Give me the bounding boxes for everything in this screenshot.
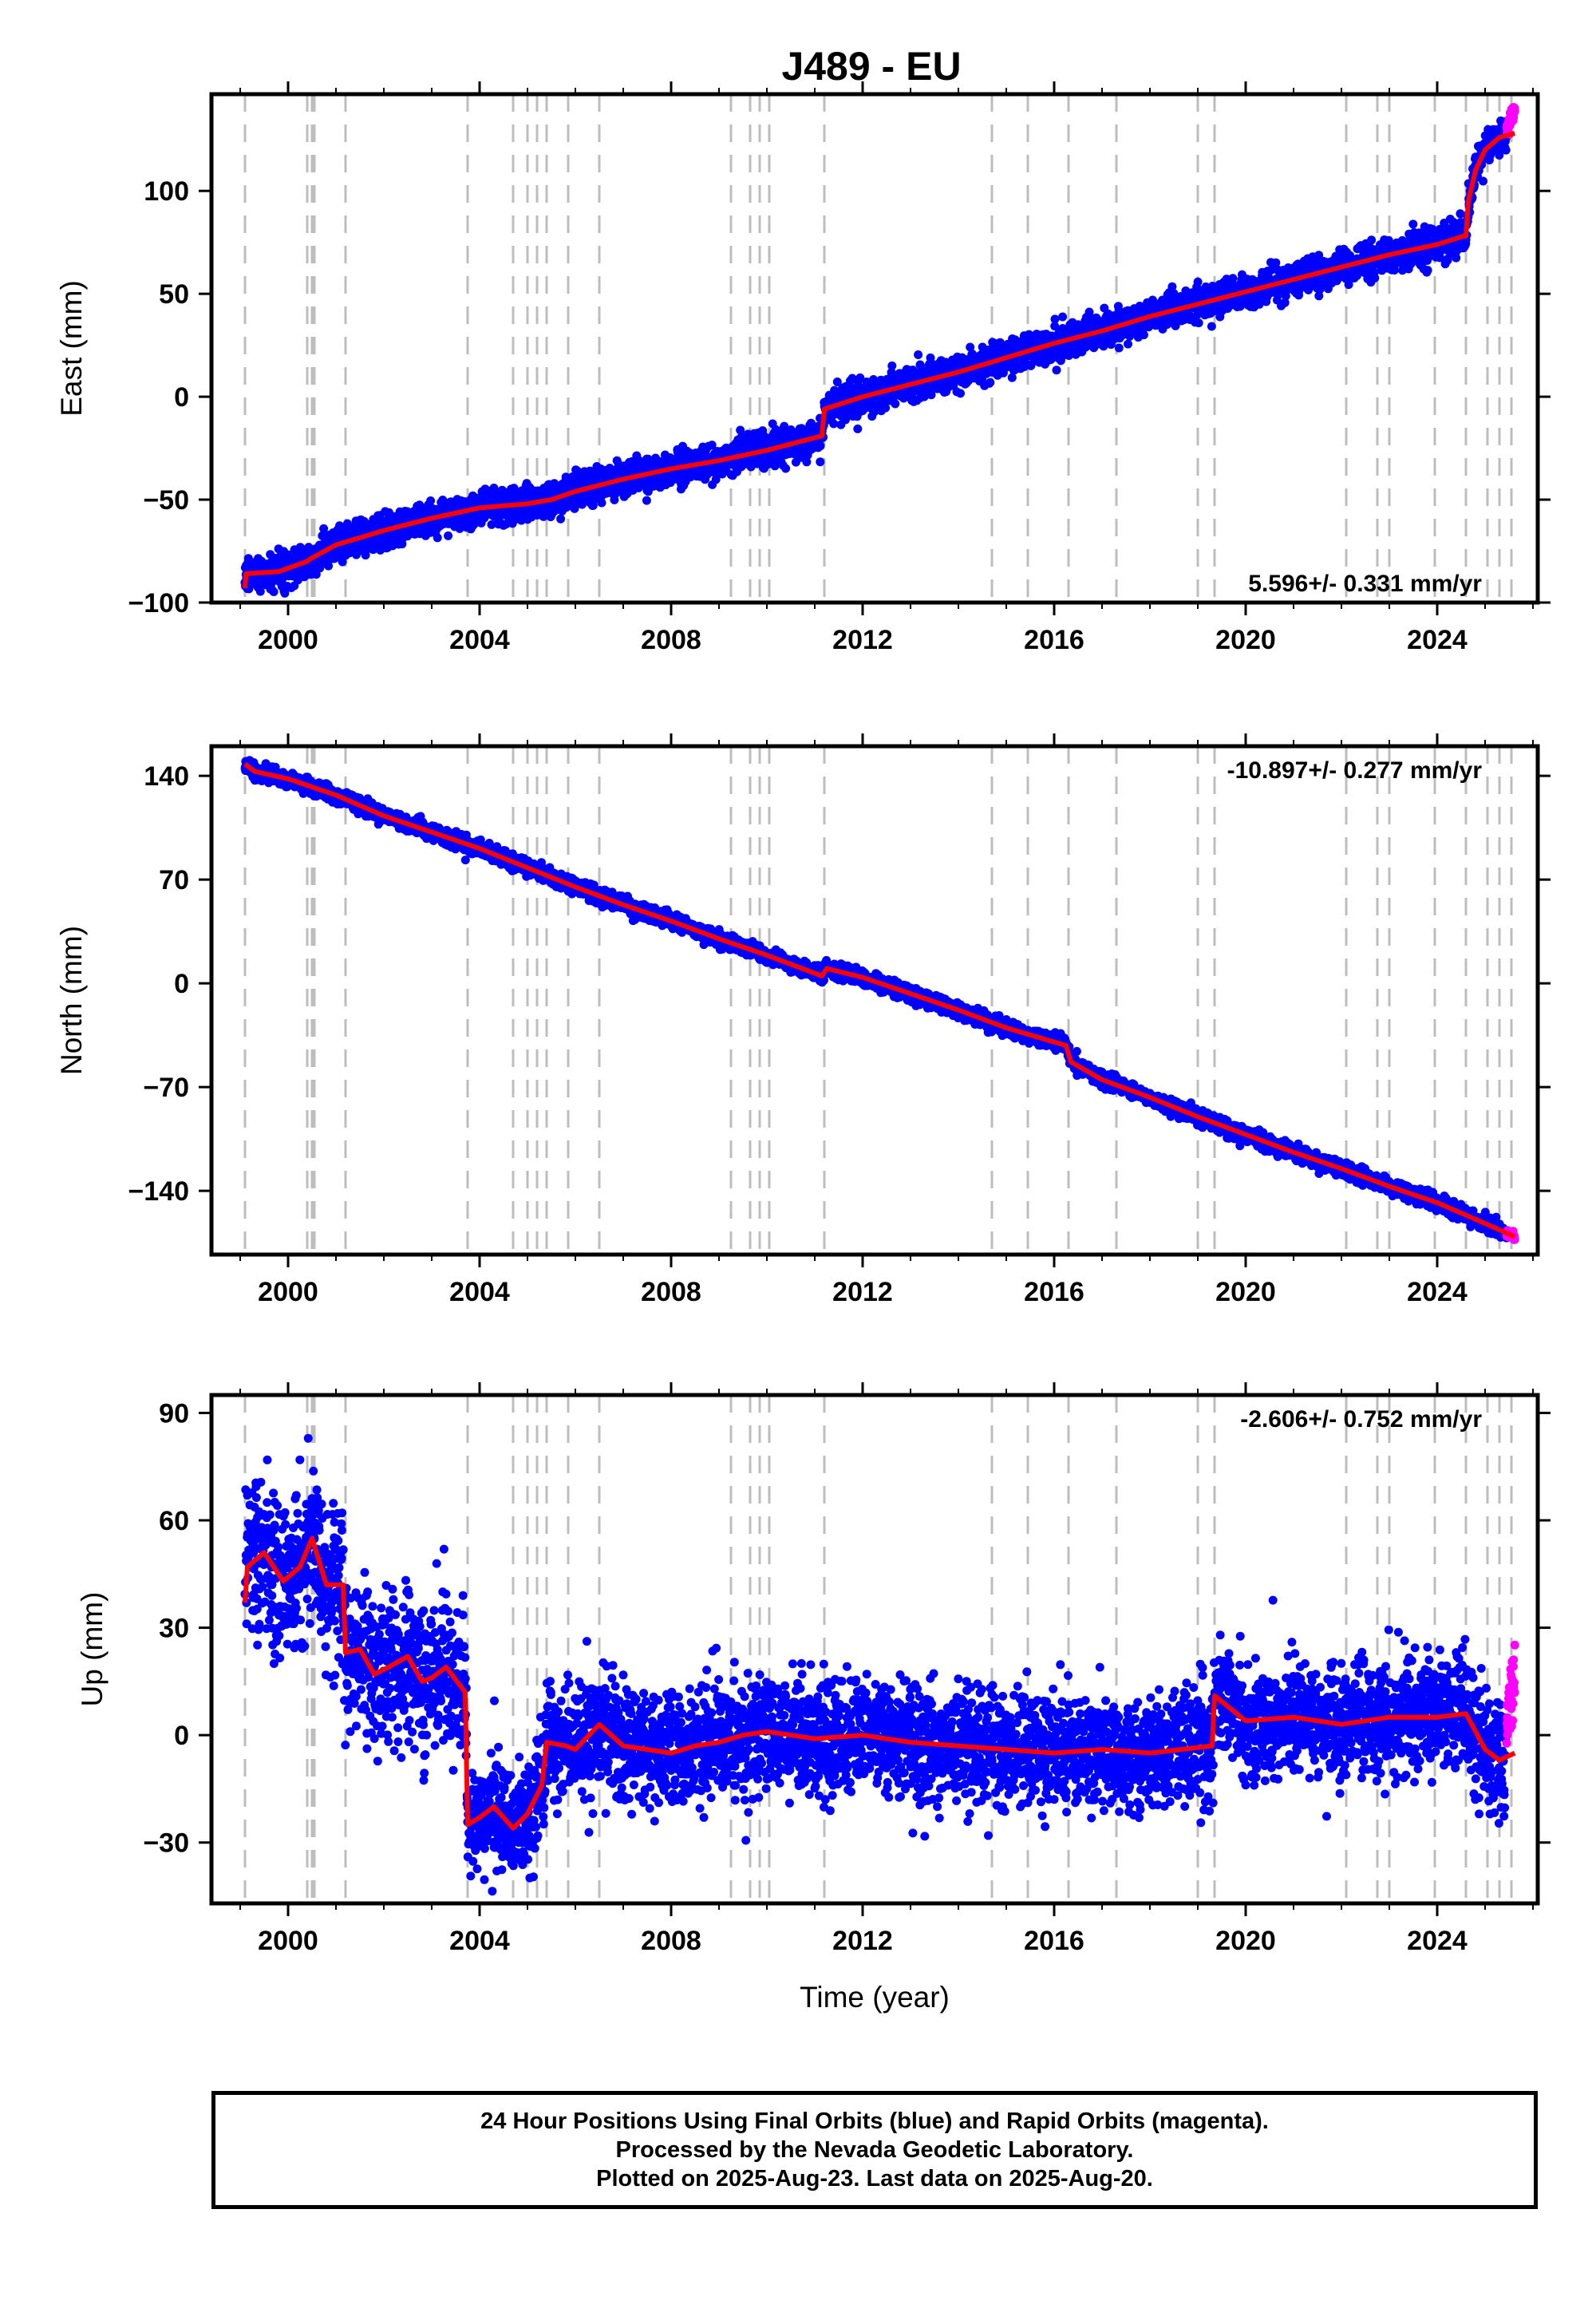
east-data-point: [736, 425, 745, 435]
east-data-point: [816, 441, 825, 451]
east-data-point: [1050, 322, 1060, 331]
east-data-point: [891, 399, 900, 409]
east-data-point: [887, 361, 897, 370]
east-data-point: [1010, 335, 1020, 345]
east-data-point: [926, 353, 935, 362]
east-data-point: [1050, 314, 1060, 324]
east-data-point: [802, 457, 812, 467]
east-data-point: [1193, 277, 1203, 287]
east-data-point: [1052, 366, 1061, 375]
east-data-point: [1367, 235, 1377, 245]
east-data-point: [556, 514, 566, 524]
east-data-point: [881, 403, 891, 413]
east-data-point: [914, 350, 923, 359]
east-data-point: [1139, 330, 1148, 340]
east-data-point: [1124, 339, 1132, 349]
east-data-point: [267, 579, 276, 588]
east-data-point: [832, 377, 842, 386]
east-data-point: [853, 424, 863, 433]
east-data-point: [487, 520, 496, 529]
east-data-point: [489, 484, 499, 492]
east-data-point: [280, 588, 290, 598]
east-data-point: [426, 496, 436, 505]
east-data-point: [255, 587, 265, 596]
east-data-point: [597, 498, 606, 508]
east-data-point: [324, 561, 334, 571]
east-data-point: [966, 342, 975, 352]
east-data-point: [1046, 354, 1056, 364]
east-data-point: [1228, 274, 1238, 283]
east-data-point: [1408, 219, 1418, 229]
east-data-point: [707, 441, 717, 450]
east-data-point: [269, 587, 279, 596]
east-data-point: [816, 457, 825, 467]
east-data-point: [338, 557, 347, 567]
east-plot-area: [240, 94, 1519, 603]
east-data-point: [1007, 373, 1017, 382]
east-data-point: [642, 496, 651, 505]
east-data-point: [444, 531, 453, 540]
chart-title: J489 - EU: [781, 44, 961, 89]
east-data-point: [711, 475, 721, 484]
east-data-point: [1058, 312, 1068, 322]
east-data-point: [1370, 273, 1380, 283]
east-panel: 2000 2004 2008 2012 2016 2020 2024−100−5005010…: [55, 81, 1551, 655]
east-data-point: [986, 377, 995, 387]
east-data-point: [855, 373, 865, 382]
east-data-point: [319, 524, 329, 533]
east-data-point: [1114, 343, 1124, 353]
east-data-point: [781, 464, 791, 473]
east-data-point: [610, 495, 619, 504]
east-data-point: [1207, 322, 1216, 331]
east-data-point: [1423, 266, 1432, 275]
east-data-point: [1443, 255, 1452, 265]
east-data-point: [956, 389, 965, 398]
east-data-point: [433, 533, 442, 543]
east-data-point: [949, 381, 958, 390]
east-data-point: [1194, 318, 1203, 328]
east-data-point: [829, 419, 839, 429]
east-final-orbit-points: [240, 116, 1511, 598]
east-data-point: [588, 500, 598, 510]
